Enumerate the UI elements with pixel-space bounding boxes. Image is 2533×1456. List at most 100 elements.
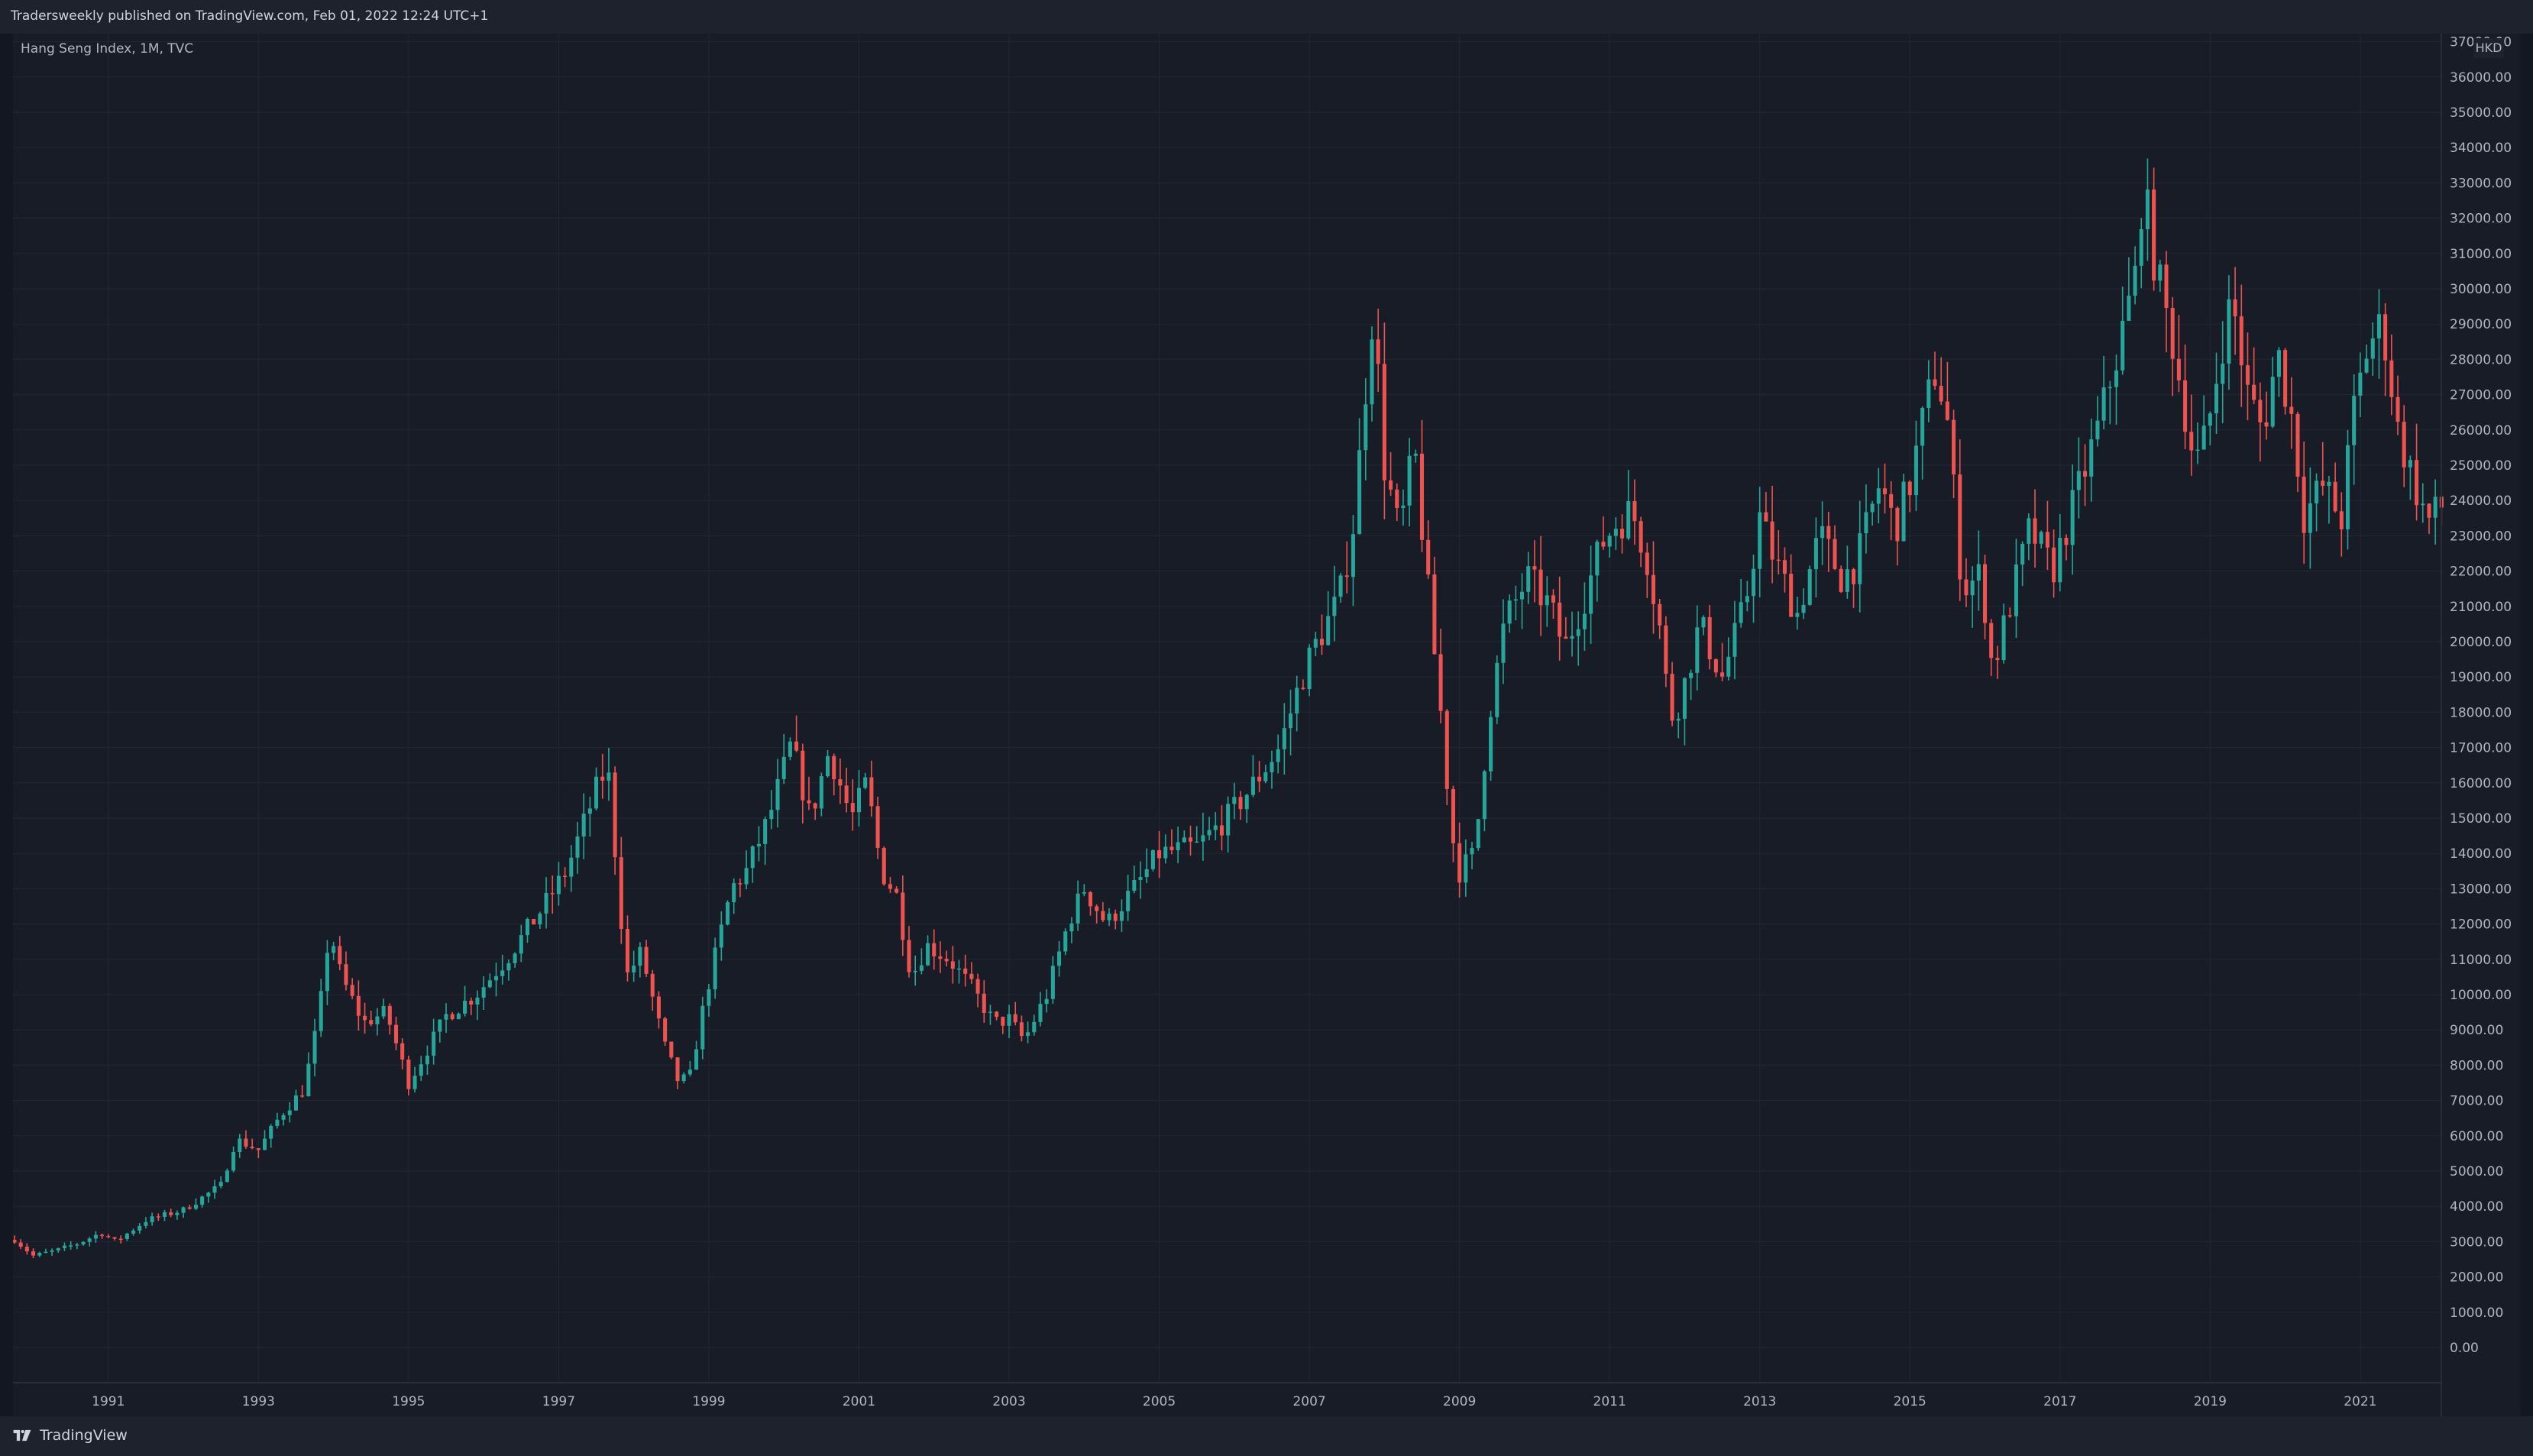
candle-body: [1063, 931, 1068, 952]
candle-body: [1751, 568, 1756, 597]
candle-body: [1713, 659, 1718, 673]
candle-body: [2127, 296, 2131, 322]
chart-pane[interactable]: 0.00 1000.00 2000.00 3000.00 4000.00 5000.00 6…: [13, 34, 2520, 1416]
time-tick-label: 2019: [2194, 1394, 2227, 1409]
candle-body: [663, 1018, 668, 1042]
candle-body: [1945, 401, 1949, 420]
candle-body: [1407, 455, 1412, 506]
candle-body: [569, 857, 574, 877]
candle-body: [456, 1013, 461, 1020]
candle-body: [387, 1005, 392, 1025]
price-tick-label: 1000.00: [2450, 1306, 2503, 1321]
candle-body: [2083, 471, 2088, 477]
candle-body: [600, 776, 605, 781]
candle-body: [850, 803, 855, 813]
candle-body: [1852, 569, 1856, 584]
time-tick-label: 2001: [843, 1394, 875, 1409]
candle-body: [669, 1041, 674, 1058]
candle-body: [1495, 662, 1499, 717]
candle-body: [1113, 913, 1118, 921]
candle-body: [907, 940, 911, 972]
candle-body: [713, 947, 717, 990]
candle-body: [1551, 595, 1556, 603]
candle-body: [819, 776, 823, 809]
candle-body: [131, 1230, 136, 1234]
candle-body: [2389, 360, 2394, 397]
price-tick-label: 30000.00: [2450, 282, 2512, 297]
candle-body: [1613, 529, 1618, 536]
candle-body: [18, 1242, 23, 1247]
candle-body: [1001, 1017, 1005, 1026]
candle-body: [750, 846, 755, 869]
candle-body: [1451, 788, 1455, 843]
candle-body: [1144, 869, 1149, 878]
candle-body: [632, 966, 636, 972]
candle-body: [1658, 603, 1662, 626]
price-tick-label: 3000.00: [2450, 1234, 2503, 1250]
candle-body: [2276, 350, 2281, 377]
candle-body: [256, 1148, 260, 1150]
tradingview-logo-icon: [13, 1429, 31, 1441]
tradingview-brand[interactable]: TradingView: [11, 1427, 128, 1444]
candle-body: [350, 985, 354, 996]
time-tick-label: 2007: [1292, 1394, 1325, 1409]
candle-body: [2221, 364, 2225, 384]
currency-label[interactable]: HKD: [2473, 38, 2504, 58]
price-tick-label: 25000.00: [2450, 458, 2512, 474]
candle-body: [1776, 559, 1781, 561]
price-tick-label: 17000.00: [2450, 741, 2512, 756]
candle-body: [2358, 372, 2363, 396]
candle-body: [438, 1019, 442, 1032]
price-tick-label: 34000.00: [2450, 141, 2512, 156]
candle-body: [37, 1253, 42, 1256]
candle-body: [1464, 854, 1468, 883]
candle-body: [1207, 830, 1212, 836]
candle-body: [1970, 580, 1975, 596]
candle-body: [1370, 339, 1374, 405]
time-tick-label: 1999: [692, 1394, 725, 1409]
candle-body: [2089, 439, 2094, 477]
candle-body: [519, 935, 523, 954]
price-tick-label: 29000.00: [2450, 317, 2512, 332]
candle-body: [1138, 877, 1143, 880]
candle-body: [1470, 848, 1474, 855]
candle-body: [2345, 445, 2350, 529]
candle-body: [1801, 604, 1806, 613]
candle-body: [732, 883, 736, 903]
symbol-legend: Hang Seng Index, 1M, TVC: [21, 41, 194, 57]
candle-body: [1270, 762, 1274, 772]
candle-body: [1813, 538, 1818, 570]
price-axis[interactable]: 0.00 1000.00 2000.00 3000.00 4000.00 5000.00 6…: [2450, 35, 2512, 1356]
candle-body: [1419, 453, 1425, 540]
candle-body: [118, 1238, 123, 1241]
candle-body: [332, 946, 336, 953]
candle-body: [2364, 358, 2369, 373]
candlestick-chart[interactable]: 0.00 1000.00 2000.00 3000.00 4000.00 5000.00 6…: [13, 34, 2520, 1416]
candle-body: [1226, 804, 1231, 836]
time-tick-label: 2003: [992, 1394, 1025, 1409]
candle-body: [193, 1205, 198, 1209]
candle-body: [325, 953, 329, 992]
candle-body: [1958, 474, 1962, 580]
candle-body: [1982, 564, 1988, 623]
candle-body: [1395, 489, 1399, 509]
candle-body: [2027, 518, 2031, 544]
candle-body: [2201, 425, 2206, 450]
candle-body: [975, 979, 980, 994]
candle-body: [544, 893, 548, 914]
time-axis[interactable]: 1991 1993 1995 1997 1999 2001 2003 2005 2007 2009…: [92, 1394, 2376, 1409]
candle-body: [581, 814, 586, 836]
candle-body: [1676, 718, 1681, 721]
candle-body: [1213, 825, 1218, 830]
candle-body: [807, 800, 811, 804]
candle-body: [218, 1182, 223, 1186]
candle-body: [2339, 511, 2344, 529]
candle-body: [275, 1119, 280, 1126]
candle-body: [450, 1014, 455, 1020]
candle-body: [1964, 579, 1968, 596]
candle-body: [2295, 413, 2300, 477]
candle-body: [319, 991, 323, 1031]
candle-body: [2052, 547, 2056, 583]
candle-body: [1095, 906, 1099, 911]
candle-body: [1050, 966, 1055, 999]
